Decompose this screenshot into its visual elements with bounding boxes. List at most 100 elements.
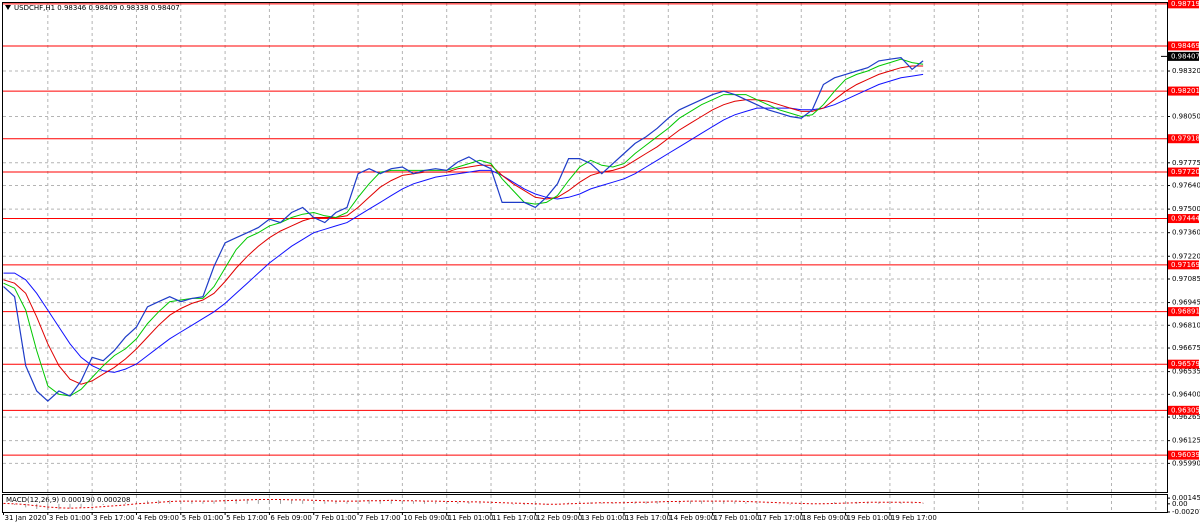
macd-bar (224, 499, 226, 504)
macd-bar (257, 499, 259, 504)
price-level-label: 0.97444 (1171, 215, 1200, 223)
macd-bar (246, 499, 248, 504)
macd-bar (490, 502, 492, 504)
macd-bar (834, 502, 835, 504)
macd-bar (25, 503, 27, 508)
y-tick-label: 0.96535 (1172, 368, 1200, 376)
macd-bar (135, 501, 137, 504)
macd-bar (590, 502, 592, 504)
x-tick-label: 6 Feb 09:00 (270, 514, 311, 522)
y-tick-label: 0.96400 (1172, 390, 1200, 398)
y-tick-label: 0.97775 (1172, 159, 1200, 167)
macd-bar (922, 503, 924, 504)
macd-bar (180, 500, 182, 504)
price-level-label: 0.96039 (1171, 451, 1200, 459)
x-tick-label: 19 Feb 01:00 (847, 514, 893, 522)
macd-bar (479, 502, 481, 504)
x-tick-label: 12 Feb 09:00 (536, 514, 582, 522)
macd-bar (712, 500, 714, 504)
price-level-box (1168, 0, 1199, 9)
price-level-box (1168, 41, 1199, 51)
macd-bar (80, 503, 82, 508)
y-tick-label: 0.96265 (1172, 413, 1200, 421)
macd-bar (800, 503, 802, 505)
macd-bar (689, 500, 691, 504)
macd-bar (601, 502, 603, 504)
macd-bar (191, 501, 193, 504)
x-tick-label: 11 Feb 17:00 (492, 514, 538, 522)
macd-bar (789, 503, 791, 505)
y-tick-label: 0.98050 (1172, 112, 1200, 120)
y-tick-label: 0.001458 (1172, 494, 1200, 502)
moving-average (3, 58, 924, 397)
y-tick-label: 0.97220 (1172, 252, 1200, 260)
macd-bar (169, 500, 171, 504)
macd-bar (268, 499, 270, 504)
macd-bar (202, 501, 204, 504)
x-tick-label: 17 Feb 17:00 (758, 514, 804, 522)
price-level-box (1168, 307, 1199, 317)
x-tick-label: 31 Jan 2020 (5, 514, 47, 522)
macd-bar (346, 501, 348, 504)
price-level-label: 0.97169 (1171, 261, 1200, 269)
y-tick-label: 0.96125 (1172, 437, 1200, 445)
macd-bar (401, 500, 403, 504)
macd-bar (534, 503, 536, 506)
macd-bar (357, 500, 359, 504)
macd-bar (889, 501, 891, 504)
macd-bar (667, 501, 669, 504)
price-level-box (1168, 450, 1199, 460)
price-level-box (1168, 214, 1199, 224)
moving-average (3, 73, 924, 373)
y-tick-label: 0.98320 (1172, 67, 1200, 75)
macd-bar (656, 501, 658, 504)
price-level-box (1168, 260, 1199, 270)
macd-signal (3, 499, 924, 509)
x-tick-label: 7 Feb 01:00 (315, 514, 356, 522)
macd-bar (424, 501, 426, 504)
x-tick-label: 10 Feb 09:00 (403, 514, 449, 522)
price-level-label: 0.98469 (1171, 42, 1200, 50)
y-tick-label: 0.96810 (1172, 321, 1200, 329)
macd-bar (435, 501, 437, 504)
macd-bar (235, 499, 237, 504)
macd-bar (324, 501, 326, 504)
macd-bar (523, 503, 525, 506)
macd-bar (678, 500, 680, 504)
price-level-label: 0.97720 (1171, 168, 1200, 176)
chart-title: USDCHF,H1 0.98346 0.98409 0.98338 0.9840… (14, 4, 180, 12)
macd-bar (911, 503, 913, 504)
price-level-box (1168, 86, 1199, 96)
y-tick-label: 0.00 (1172, 500, 1188, 508)
menu-icon[interactable] (5, 5, 11, 10)
macd-bar (756, 503, 758, 504)
macd-bar (302, 500, 304, 504)
macd-bar (36, 503, 38, 509)
macd-bar (412, 501, 414, 504)
x-tick-label: 14 Feb 09:00 (669, 514, 715, 522)
price-level-label: 0.96891 (1171, 308, 1200, 316)
x-tick-label: 4 Feb 09:00 (137, 514, 178, 522)
macd-bar (512, 503, 514, 505)
y-tick-label: 0.97640 (1172, 182, 1200, 190)
macd-bar (213, 500, 215, 504)
y-tick-label: 0.96675 (1172, 344, 1200, 352)
macd-bar (723, 501, 725, 504)
macd-bar (379, 499, 381, 504)
macd-bar (612, 502, 614, 504)
x-tick-label: 11 Feb 01:00 (448, 514, 494, 522)
price-level-label: 0.96305 (1171, 406, 1200, 414)
price-level-label: 0.98201 (1171, 87, 1200, 95)
macd-title: MACD(12,26,9) 0.000190 0.000208 (6, 496, 130, 504)
x-tick-label: 17 Feb 01:00 (714, 514, 760, 522)
x-tick-label: 5 Feb 01:00 (182, 514, 223, 522)
x-tick-label: 3 Feb 17:00 (93, 514, 134, 522)
price-level-label: 0.96579 (1171, 360, 1200, 368)
x-tick-label: 13 Feb 01:00 (581, 514, 627, 522)
y-tick-label: 0.95990 (1172, 459, 1200, 467)
macd-bar (124, 502, 126, 504)
macd-bar (701, 500, 703, 504)
y-tick-label: -0.002078 (1172, 508, 1200, 516)
x-tick-label: 18 Feb 09:00 (802, 514, 848, 522)
